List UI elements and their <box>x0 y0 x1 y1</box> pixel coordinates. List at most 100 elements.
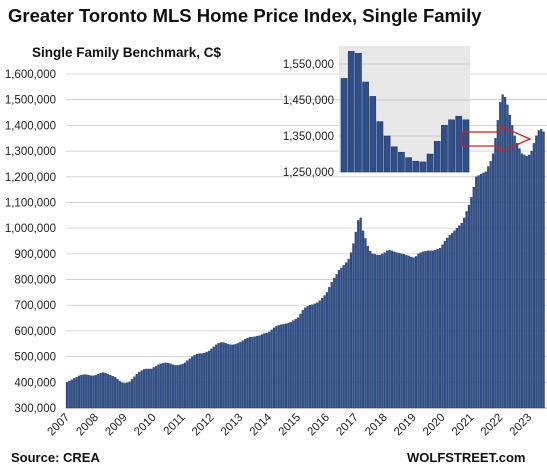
data-bar <box>515 143 519 409</box>
data-bar <box>263 333 266 409</box>
data-bar <box>166 362 170 409</box>
data-bar <box>328 287 331 409</box>
data-bar <box>499 102 502 409</box>
inset-bar <box>383 135 391 173</box>
data-bar <box>73 378 76 409</box>
inset-bar <box>433 141 441 173</box>
data-bar <box>99 372 102 409</box>
data-bar <box>301 310 304 409</box>
data-bar <box>431 250 434 409</box>
data-bar <box>171 364 175 409</box>
data-bar <box>248 337 252 409</box>
data-bar <box>467 204 471 409</box>
data-bar <box>414 256 418 409</box>
data-bar <box>140 370 143 409</box>
data-bar <box>306 306 309 409</box>
data-bar <box>542 131 545 409</box>
inset-bar <box>412 160 420 173</box>
data-bar <box>179 364 182 409</box>
data-bar <box>342 265 345 409</box>
inset-bar <box>426 153 434 173</box>
data-bar <box>357 220 360 409</box>
data-bar <box>85 374 88 409</box>
data-bar <box>169 363 172 409</box>
data-bar <box>275 326 278 409</box>
data-bar <box>308 305 312 409</box>
data-bar <box>121 382 124 409</box>
data-bar <box>299 313 302 409</box>
data-bar <box>316 302 319 409</box>
main-y-tick-labels: 300,000 400,000 500,000 600,000 700,000 800,0… <box>5 69 56 415</box>
data-bar <box>520 153 524 409</box>
data-bar <box>260 334 264 409</box>
data-bar <box>294 318 297 409</box>
data-bar <box>70 379 73 409</box>
x-tick-label: 2013 <box>219 412 246 439</box>
red-arrow-icon <box>461 125 532 153</box>
x-tick-label: 2014 <box>248 411 275 438</box>
data-bar <box>371 253 374 409</box>
data-bar <box>528 154 531 409</box>
inset-bar <box>355 52 362 173</box>
data-bar <box>532 143 536 409</box>
y-tick-label: 1,100,000 <box>5 197 56 209</box>
data-bar <box>157 364 160 409</box>
data-bar <box>513 135 516 409</box>
x-tick-label: 2017 <box>334 412 361 439</box>
y-tick-label: 1,200,000 <box>5 172 56 184</box>
data-bar <box>347 258 350 409</box>
inset-bar <box>340 78 348 173</box>
data-bar <box>463 217 466 409</box>
data-bar <box>472 186 475 409</box>
data-bar <box>422 251 425 409</box>
data-bar <box>87 374 90 409</box>
data-bar <box>193 354 196 409</box>
data-bar <box>174 365 177 409</box>
data-bar <box>400 253 403 409</box>
data-bar <box>369 251 372 409</box>
data-bar <box>325 292 329 409</box>
data-bar <box>181 364 184 409</box>
data-bar <box>289 322 292 409</box>
data-bar <box>118 381 122 409</box>
data-bar <box>424 251 427 409</box>
inset-y-tick-label: 1,550,000 <box>283 59 334 71</box>
data-bar <box>101 372 105 409</box>
data-bar <box>373 254 377 409</box>
data-bar <box>475 176 478 409</box>
data-bar <box>381 253 384 409</box>
data-bar <box>364 238 367 409</box>
data-bar <box>205 351 208 409</box>
data-bar <box>292 320 295 409</box>
data-bar <box>503 96 507 409</box>
data-bar <box>68 380 71 409</box>
data-bar <box>453 230 456 409</box>
data-bar <box>212 346 215 409</box>
y-tick-label: 1,000,000 <box>5 223 56 235</box>
data-bar <box>236 343 239 409</box>
main-bars <box>65 94 545 409</box>
data-bar <box>525 156 528 409</box>
data-bar <box>345 262 348 409</box>
data-bar <box>349 252 353 409</box>
data-bar <box>361 230 365 409</box>
data-bar <box>388 249 391 409</box>
data-bar <box>489 161 492 409</box>
data-bar <box>114 377 117 409</box>
data-bar <box>198 353 201 409</box>
data-bar <box>429 250 432 409</box>
inset-bar <box>455 115 463 173</box>
data-bar <box>123 383 126 409</box>
y-tick-label: 1,400,000 <box>5 120 56 132</box>
data-bar <box>333 277 336 409</box>
data-bar <box>234 344 237 409</box>
data-bar <box>378 255 382 409</box>
x-tick-label: 2020 <box>421 412 448 439</box>
main-x-tick-labels: 2007 2008 2009 2010 2011 2012 2013 2014 2015 2016… <box>46 411 535 438</box>
data-bar <box>323 295 326 409</box>
data-bar <box>451 233 454 409</box>
data-bar <box>441 244 444 409</box>
data-bar <box>258 335 261 409</box>
y-tick-label: 500,000 <box>14 352 56 364</box>
